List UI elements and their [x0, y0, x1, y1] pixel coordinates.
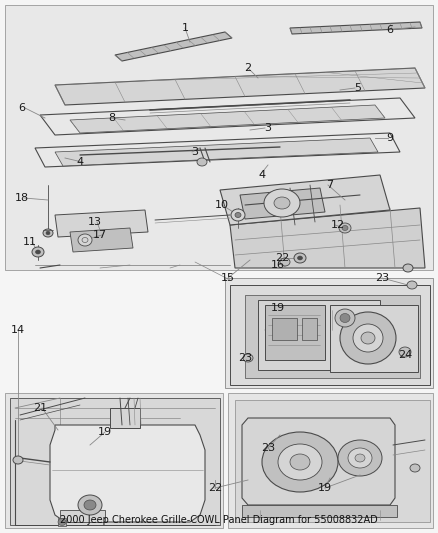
Text: 19: 19	[271, 303, 285, 313]
Ellipse shape	[294, 253, 306, 263]
Bar	[58, 518, 66, 526]
Ellipse shape	[361, 332, 375, 344]
Ellipse shape	[32, 247, 44, 257]
Bar	[302, 318, 317, 340]
Polygon shape	[115, 32, 232, 61]
Text: 3: 3	[265, 123, 272, 133]
Text: 19: 19	[318, 483, 332, 493]
Text: 7: 7	[326, 180, 334, 190]
Text: 24: 24	[398, 350, 412, 360]
Text: 11: 11	[23, 237, 37, 247]
Text: 22: 22	[275, 253, 289, 263]
Ellipse shape	[399, 347, 411, 357]
Text: 3: 3	[191, 147, 198, 157]
Text: 15: 15	[221, 273, 235, 283]
Polygon shape	[220, 175, 390, 225]
Text: 23: 23	[261, 443, 275, 453]
Text: 6: 6	[386, 25, 393, 35]
Ellipse shape	[403, 264, 413, 272]
Text: 4: 4	[77, 157, 84, 167]
Polygon shape	[55, 138, 378, 166]
Ellipse shape	[46, 231, 50, 235]
Polygon shape	[70, 228, 133, 252]
Text: 13: 13	[88, 217, 102, 227]
Polygon shape	[55, 210, 148, 237]
Polygon shape	[258, 300, 380, 370]
Ellipse shape	[297, 256, 303, 260]
Bar	[265, 305, 325, 360]
Text: 21: 21	[33, 403, 47, 413]
Ellipse shape	[340, 313, 350, 322]
Ellipse shape	[231, 209, 245, 221]
Ellipse shape	[78, 495, 102, 515]
Ellipse shape	[278, 444, 322, 480]
Text: 5: 5	[354, 83, 361, 93]
Bar	[272, 318, 297, 340]
Ellipse shape	[243, 354, 253, 362]
Ellipse shape	[235, 213, 241, 217]
Bar	[5, 393, 223, 528]
Polygon shape	[230, 285, 430, 385]
Text: 23: 23	[238, 353, 252, 363]
Ellipse shape	[335, 309, 355, 327]
Bar	[5, 5, 433, 270]
Ellipse shape	[43, 229, 53, 237]
Polygon shape	[230, 208, 425, 268]
Bar	[235, 400, 430, 522]
Text: 10: 10	[215, 200, 229, 210]
Ellipse shape	[58, 519, 66, 526]
Ellipse shape	[407, 281, 417, 289]
Ellipse shape	[353, 324, 383, 352]
Bar	[110, 408, 140, 428]
Ellipse shape	[348, 448, 372, 468]
Text: 16: 16	[271, 260, 285, 270]
Ellipse shape	[340, 312, 396, 364]
Ellipse shape	[274, 197, 290, 209]
Ellipse shape	[262, 432, 338, 492]
Text: 14: 14	[11, 325, 25, 335]
Ellipse shape	[339, 223, 351, 233]
Text: 18: 18	[15, 193, 29, 203]
Text: 4: 4	[258, 170, 265, 180]
Polygon shape	[70, 105, 385, 133]
Text: 8: 8	[109, 113, 116, 123]
Ellipse shape	[84, 500, 96, 510]
Polygon shape	[35, 133, 400, 167]
Polygon shape	[330, 305, 418, 372]
Ellipse shape	[13, 456, 23, 464]
Text: 2: 2	[244, 63, 251, 73]
Bar	[60, 510, 105, 522]
Polygon shape	[245, 295, 420, 378]
Polygon shape	[290, 22, 422, 34]
Polygon shape	[40, 98, 415, 135]
Text: 12: 12	[331, 220, 345, 230]
Text: 9: 9	[386, 133, 394, 143]
Ellipse shape	[355, 454, 365, 462]
Text: 1: 1	[181, 23, 188, 33]
Ellipse shape	[338, 440, 382, 476]
Text: 2000 Jeep Cherokee Grille-COWL Panel Diagram for 55008832AD: 2000 Jeep Cherokee Grille-COWL Panel Dia…	[60, 515, 378, 525]
Ellipse shape	[35, 250, 40, 254]
Text: 22: 22	[208, 483, 222, 493]
Bar	[225, 278, 433, 388]
Text: 6: 6	[18, 103, 25, 113]
Ellipse shape	[264, 189, 300, 217]
Polygon shape	[10, 398, 220, 525]
Ellipse shape	[290, 454, 310, 470]
Ellipse shape	[280, 258, 290, 266]
Bar	[242, 505, 397, 517]
Polygon shape	[50, 425, 205, 522]
Ellipse shape	[197, 158, 207, 166]
Text: 17: 17	[93, 230, 107, 240]
Polygon shape	[55, 68, 425, 105]
Ellipse shape	[78, 234, 92, 246]
Text: 19: 19	[98, 427, 112, 437]
Bar	[228, 393, 433, 528]
Polygon shape	[240, 188, 325, 219]
Text: 23: 23	[375, 273, 389, 283]
Ellipse shape	[410, 464, 420, 472]
Ellipse shape	[342, 225, 348, 230]
Polygon shape	[242, 418, 395, 505]
